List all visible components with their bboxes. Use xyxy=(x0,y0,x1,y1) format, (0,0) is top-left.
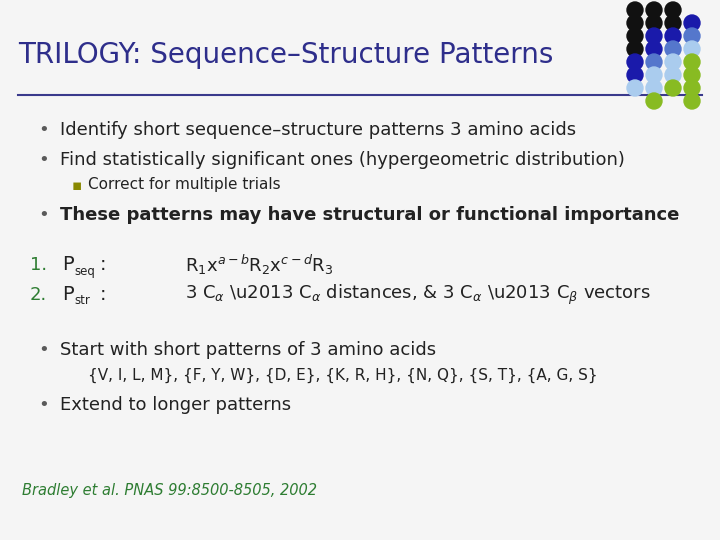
Circle shape xyxy=(665,15,681,31)
Circle shape xyxy=(627,41,643,57)
Text: •: • xyxy=(38,151,49,169)
Circle shape xyxy=(627,54,643,70)
Text: str: str xyxy=(74,294,90,307)
Circle shape xyxy=(627,28,643,44)
Text: P: P xyxy=(62,255,73,274)
Text: These patterns may have structural or functional importance: These patterns may have structural or fu… xyxy=(60,206,680,224)
Circle shape xyxy=(646,93,662,109)
Circle shape xyxy=(627,80,643,96)
Text: Start with short patterns of 3 amino acids: Start with short patterns of 3 amino aci… xyxy=(60,341,436,359)
Text: Bradley et al. PNAS 99:8500-8505, 2002: Bradley et al. PNAS 99:8500-8505, 2002 xyxy=(22,483,317,497)
Circle shape xyxy=(665,80,681,96)
Circle shape xyxy=(665,41,681,57)
Circle shape xyxy=(684,93,700,109)
Text: R$_1$x$^{a-b}$R$_2$x$^{c-d}$R$_3$: R$_1$x$^{a-b}$R$_2$x$^{c-d}$R$_3$ xyxy=(185,253,333,277)
Text: TRILOGY: Sequence–Structure Patterns: TRILOGY: Sequence–Structure Patterns xyxy=(18,41,554,69)
Text: ▪: ▪ xyxy=(72,178,82,192)
Text: 2.: 2. xyxy=(30,286,48,304)
Text: {V, I, L, M}, {F, Y, W}, {D, E}, {K, R, H}, {N, Q}, {S, T}, {A, G, S}: {V, I, L, M}, {F, Y, W}, {D, E}, {K, R, … xyxy=(88,367,598,383)
Text: •: • xyxy=(38,341,49,359)
Text: Extend to longer patterns: Extend to longer patterns xyxy=(60,396,291,414)
Circle shape xyxy=(684,54,700,70)
Circle shape xyxy=(665,54,681,70)
Circle shape xyxy=(665,2,681,18)
Circle shape xyxy=(627,67,643,83)
Circle shape xyxy=(684,41,700,57)
Circle shape xyxy=(684,28,700,44)
Circle shape xyxy=(646,67,662,83)
Circle shape xyxy=(646,2,662,18)
Circle shape xyxy=(665,28,681,44)
Text: •: • xyxy=(38,206,49,224)
Text: Correct for multiple trials: Correct for multiple trials xyxy=(88,178,281,192)
Text: :: : xyxy=(100,286,107,305)
Text: P: P xyxy=(62,286,73,305)
Circle shape xyxy=(684,15,700,31)
Circle shape xyxy=(646,54,662,70)
Circle shape xyxy=(627,2,643,18)
Circle shape xyxy=(646,80,662,96)
Circle shape xyxy=(646,28,662,44)
Text: 3 C$_\alpha$ \u2013 C$_\alpha$ distances, & 3 C$_\alpha$ \u2013 C$_\beta$ vector: 3 C$_\alpha$ \u2013 C$_\alpha$ distances… xyxy=(185,283,651,307)
Text: Identify short sequence–structure patterns 3 amino acids: Identify short sequence–structure patter… xyxy=(60,121,576,139)
Text: •: • xyxy=(38,396,49,414)
Circle shape xyxy=(646,41,662,57)
Circle shape xyxy=(646,15,662,31)
Text: :: : xyxy=(100,255,107,274)
Text: 1.: 1. xyxy=(30,256,47,274)
Circle shape xyxy=(684,80,700,96)
Text: Find statistically significant ones (hypergeometric distribution): Find statistically significant ones (hyp… xyxy=(60,151,625,169)
Circle shape xyxy=(627,15,643,31)
Circle shape xyxy=(665,67,681,83)
Text: •: • xyxy=(38,121,49,139)
Circle shape xyxy=(684,67,700,83)
Text: seq: seq xyxy=(74,265,95,278)
